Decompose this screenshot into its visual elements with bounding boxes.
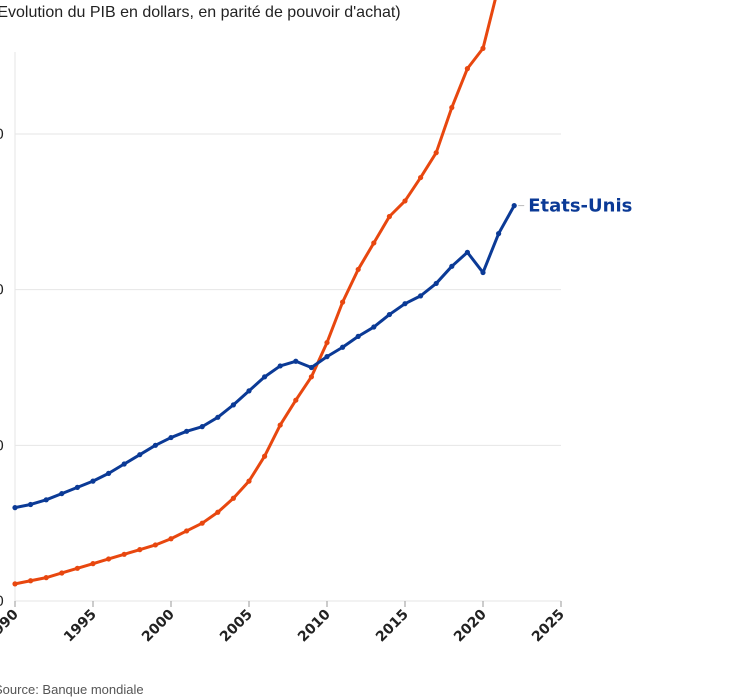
data-point: [106, 470, 112, 476]
data-point: [355, 333, 361, 339]
y-tick-label: 20: [0, 283, 4, 299]
y-tick-label: 10: [0, 438, 4, 454]
data-point: [496, 231, 502, 237]
data-point: [137, 452, 143, 458]
data-point: [402, 198, 408, 204]
series-labels: ChineEtats-Unis: [518, 196, 632, 217]
data-point: [28, 501, 34, 508]
data-point: [12, 505, 18, 511]
data-point: [511, 203, 517, 209]
data-point: [59, 570, 65, 576]
data-point: [184, 428, 190, 434]
data-point: [402, 301, 408, 307]
series-line-chine: [13, 0, 497, 586]
x-tick-label: 1995: [61, 607, 100, 646]
data-point: [246, 478, 252, 484]
data-point: [121, 551, 127, 557]
data-point: [449, 263, 455, 269]
y-tick-label: 0: [0, 594, 4, 610]
data-point: [293, 358, 299, 364]
data-point: [418, 174, 424, 181]
data-point: [355, 266, 361, 273]
data-point: [464, 249, 470, 255]
data-point: [215, 509, 221, 515]
data-point: [371, 324, 377, 330]
data-point: [480, 45, 486, 51]
x-tick-label: 2020: [451, 606, 490, 645]
x-tick-label: 1990: [0, 606, 22, 645]
data-point: [277, 422, 283, 428]
data-point: [168, 434, 174, 441]
data-point: [230, 495, 236, 501]
data-point: [59, 490, 65, 497]
data-point: [449, 104, 455, 111]
data-point: [230, 402, 236, 408]
data-point: [262, 453, 268, 459]
data-point: [90, 561, 96, 567]
data-point: [246, 388, 252, 394]
data-point: [308, 374, 314, 380]
chart-subtitle: (Evolution du PIB en dollars, en parité …: [0, 4, 401, 21]
x-tick-label: 2005: [217, 607, 256, 646]
data-point: [152, 542, 158, 548]
data-point: [340, 299, 346, 305]
data-point: [215, 414, 221, 420]
data-point: [137, 547, 143, 553]
axes: 0 10 20 30 1990 1995 2000 2005 2010 2015 2020 2025: [0, 52, 568, 645]
data-point: [371, 240, 377, 246]
data-point: [199, 520, 205, 526]
x-tick-label: 2010: [295, 606, 334, 645]
x-tick-label: 2015: [373, 607, 412, 646]
data-point: [293, 397, 299, 403]
series-line-etats-unis: [13, 204, 516, 510]
data-point: [43, 497, 49, 503]
data-point: [168, 536, 174, 542]
data-point: [106, 556, 112, 562]
chart-source: Source: Banque mondiale: [0, 682, 144, 697]
data-point: [308, 364, 314, 371]
data-point: [433, 150, 439, 156]
data-point: [12, 581, 18, 587]
data-point: [28, 578, 34, 584]
x-tick-label: 2025: [529, 607, 568, 646]
data-point: [418, 293, 424, 299]
data-point: [152, 442, 158, 448]
data-point: [184, 528, 190, 534]
series-label: Etats-Unis: [528, 196, 632, 217]
data-point: [480, 269, 486, 276]
data-point: [324, 339, 330, 346]
data-point: [74, 484, 80, 490]
x-tick-label: 2000: [139, 606, 178, 645]
data-point: [43, 575, 49, 581]
y-tick-label: 30: [0, 127, 4, 143]
data-point: [90, 478, 96, 484]
data-point: [386, 311, 392, 318]
data-point: [121, 461, 127, 467]
data-point: [386, 213, 392, 220]
data-point: [340, 344, 346, 350]
grid: [15, 133, 561, 602]
series: [12, 0, 517, 587]
data-point: [464, 66, 470, 72]
data-point: [74, 565, 80, 571]
data-point: [262, 374, 268, 380]
data-point: [277, 363, 283, 369]
data-point: [324, 354, 330, 360]
data-point: [199, 424, 205, 430]
data-point: [433, 280, 439, 287]
